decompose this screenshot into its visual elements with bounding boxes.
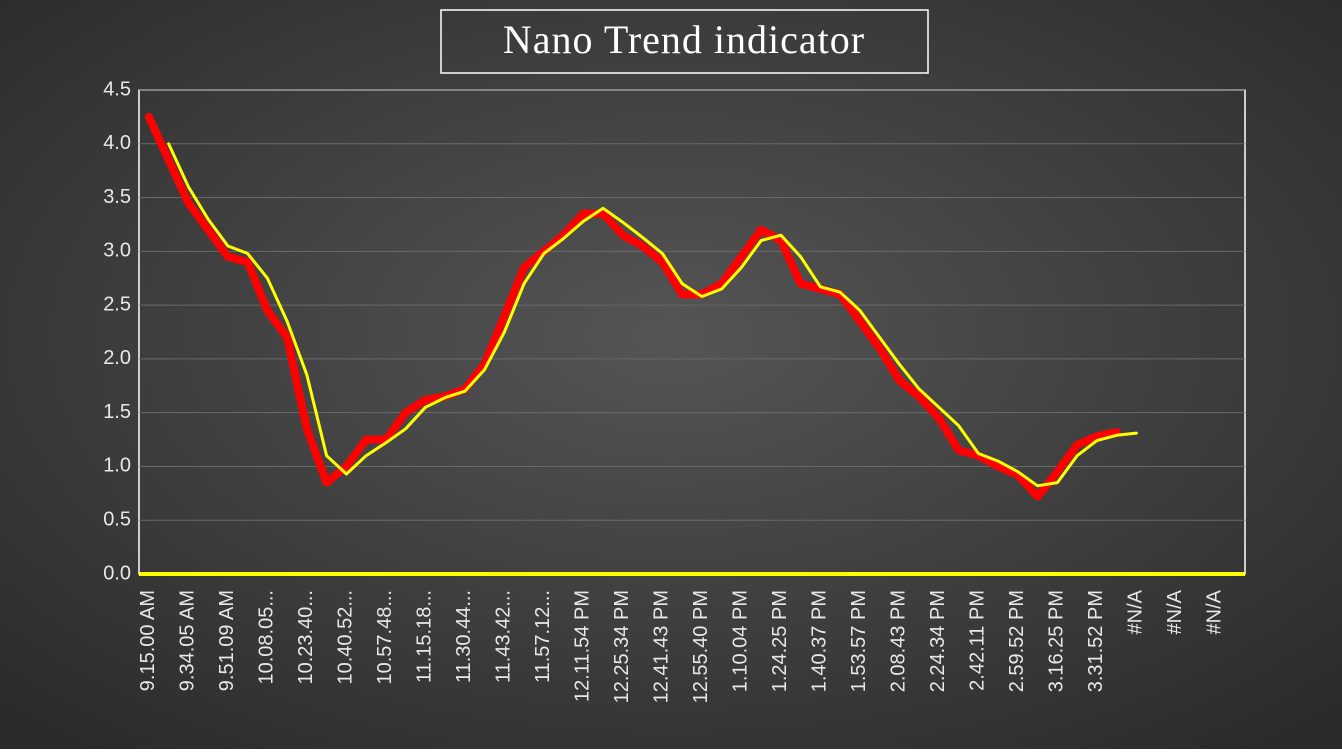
x-tick-label: 1.53.57 PM	[848, 590, 870, 692]
x-tick-label: 10.23.40...	[295, 590, 317, 685]
y-tick-label: 1.5	[103, 401, 131, 423]
x-tick-label: 11.30.44...	[453, 590, 475, 683]
x-tick-label: 2.42.11 PM	[967, 590, 989, 691]
chart-title: Nano Trend indicator	[503, 17, 865, 62]
y-tick-label: 0.0	[103, 562, 131, 584]
x-tick-label: 2.08.43 PM	[888, 590, 910, 692]
y-tick-label: 2.5	[103, 293, 131, 315]
x-tick-label: #N/A	[1164, 589, 1186, 634]
x-tick-label: 12.55.40 PM	[690, 590, 712, 703]
x-tick-label: 10.08.05...	[256, 590, 278, 685]
x-tick-label: 2.59.52 PM	[1006, 590, 1028, 692]
x-tick-label: 3.31.52 PM	[1085, 590, 1107, 692]
x-tick-label: 10.57.48...	[374, 590, 396, 685]
x-tick-label: 11.15.18...	[414, 590, 436, 683]
x-tick-label: 9.34.05 AM	[177, 590, 199, 691]
x-tick-label: #N/A	[1204, 589, 1226, 634]
y-tick-label: 4.5	[103, 78, 131, 100]
x-tick-label: 12.25.34 PM	[611, 590, 633, 703]
title-box	[440, 9, 929, 74]
x-tick-label: 11.43.42...	[493, 590, 515, 683]
series-line	[167, 142, 1138, 488]
x-tick-label: 1.10.04 PM	[730, 590, 752, 692]
x-tick-label: 12.41.43 PM	[651, 590, 673, 703]
y-tick-label: 3.5	[103, 186, 131, 208]
y-tick-label: 4.0	[103, 132, 131, 154]
x-tick-label: 9.15.00 AM	[137, 590, 159, 691]
x-tick-label: 1.24.25 PM	[769, 590, 791, 692]
x-tick-label: 12.11.54 PM	[572, 590, 594, 702]
y-tick-label: 2.0	[103, 347, 131, 369]
x-tick-label: 1.40.37 PM	[809, 590, 831, 692]
x-tick-label: 11.57.12...	[532, 590, 554, 683]
x-tick-label: 3.16.25 PM	[1046, 590, 1068, 692]
x-tick-label: #N/A	[1125, 589, 1147, 634]
x-tick-label: 9.51.09 AM	[216, 590, 238, 691]
series-line	[144, 112, 1121, 501]
x-tick-label: 2.24.34 PM	[927, 590, 949, 692]
x-tick-label: 10.40.52...	[335, 590, 357, 685]
y-tick-label: 1.0	[103, 455, 131, 477]
y-tick-label: 3.0	[103, 240, 131, 262]
y-tick-label: 0.5	[103, 509, 131, 531]
